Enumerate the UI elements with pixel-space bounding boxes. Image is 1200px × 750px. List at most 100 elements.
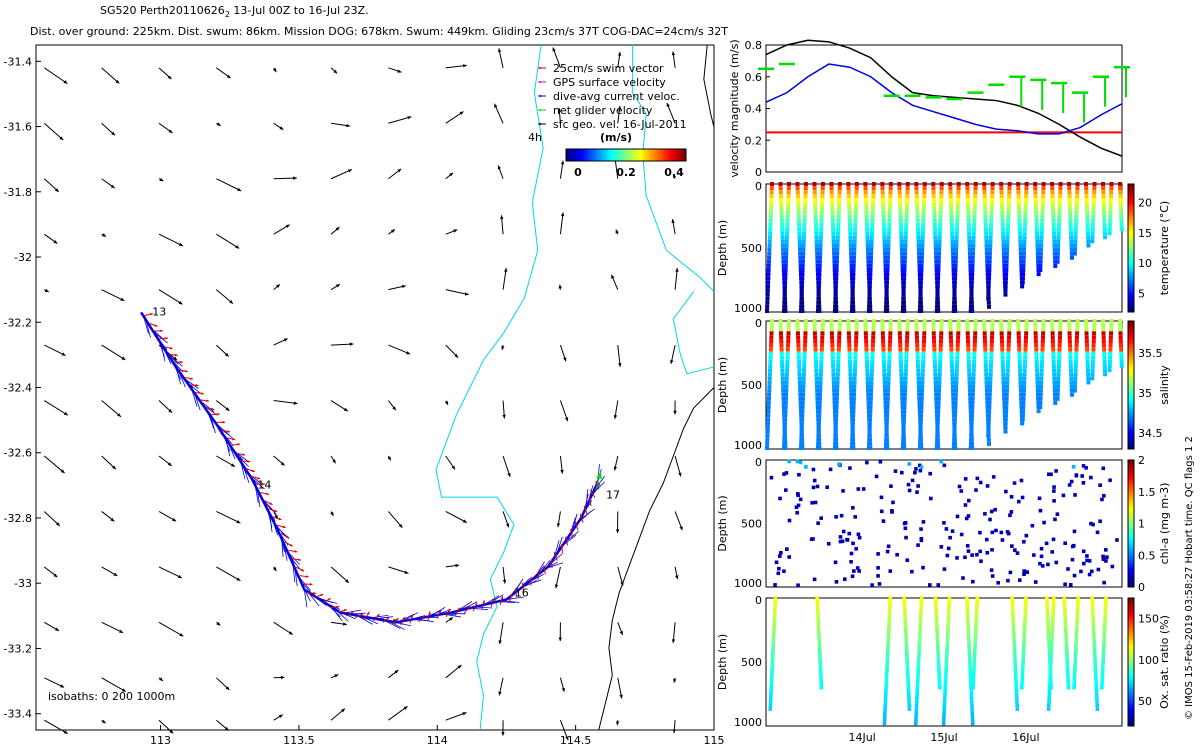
salinity-data-point [846, 319, 851, 323]
oxygen-data-point [1013, 660, 1017, 665]
temperature-data-point [897, 198, 902, 203]
chla-colorbar-cell [1128, 577, 1134, 582]
temperature-data-point [902, 255, 907, 260]
temperature-data-point [1085, 231, 1090, 236]
salinity-data-point [950, 380, 955, 385]
temperature-data-point [1092, 186, 1097, 191]
temperature-data-point [956, 194, 961, 199]
oxygen-data-point [934, 606, 938, 611]
temperature-data-point [1119, 227, 1124, 232]
temperature-data-point [851, 272, 856, 277]
oxygen-data-point [1023, 621, 1027, 625]
oxygen-data-point [1101, 653, 1106, 658]
salinity-data-point [818, 380, 823, 385]
salinity-data-point [1073, 359, 1078, 364]
temperature-data-point [903, 239, 908, 244]
salinity-data-point [934, 441, 939, 446]
chla-data-point [1033, 580, 1038, 584]
oxygen-data-point [1095, 700, 1099, 704]
surface-velocity-arrow-head [288, 631, 293, 635]
surface-velocity-arrow-head [613, 466, 618, 471]
temperature-data-point [882, 239, 887, 244]
salinity-data-point [919, 392, 924, 397]
salinity-data-point [986, 437, 991, 442]
temperature-data-point [1073, 235, 1078, 240]
salinity-data-point [1052, 388, 1057, 393]
salinity-data-point [814, 359, 819, 364]
salinity-data-point [900, 392, 905, 397]
salinity-data-point [984, 384, 989, 389]
temperature-data-point [865, 247, 870, 252]
salinity-data-point [1000, 364, 1005, 369]
temperature-data-point [899, 247, 904, 252]
salinity-data-point [990, 323, 995, 328]
salinity-colorbar-cell [1128, 365, 1134, 370]
surface-velocity-arrow [101, 400, 122, 418]
temperature-data-point [784, 251, 789, 256]
temperature-data-point [799, 304, 804, 309]
oxygen-data-point [915, 685, 920, 690]
temperature-colorbar-tick-label: 10 [1138, 257, 1152, 270]
salinity-data-point [817, 413, 822, 418]
chla-data-point [915, 490, 919, 494]
surface-velocity-arrow-head [398, 523, 403, 528]
salinity-data-point [915, 355, 920, 360]
temperature-colorbar-cell [1128, 228, 1134, 233]
temperature-data-point [1057, 202, 1062, 207]
swim-vector-head [320, 593, 324, 597]
surface-velocity-arrow-head [617, 105, 622, 110]
temperature-data-point [869, 231, 874, 236]
temperature-data-point [1039, 227, 1044, 232]
oxygen-colorbar-cell [1128, 610, 1134, 615]
temperature-data-point [971, 231, 976, 236]
temperature-data-point [852, 235, 857, 240]
chla-data-point [989, 509, 994, 514]
chla-data-point [921, 520, 926, 524]
chla-data-point [1054, 469, 1058, 473]
oxygen-data-point [968, 675, 973, 679]
velocity-y-tick-label: 0.2 [745, 134, 763, 147]
salinity-data-point [833, 441, 838, 446]
surface-velocity-arrow [273, 177, 297, 180]
colorbar-tick-label: 0.2 [616, 166, 636, 179]
salinity-data-point [887, 359, 892, 364]
surface-velocity-arrow-head [464, 292, 469, 296]
chla-data-point [852, 569, 856, 573]
salinity-data-point [867, 425, 872, 430]
salinity-data-point [1069, 372, 1074, 377]
chla-data-point [919, 465, 924, 469]
salinity-data-point [1001, 368, 1006, 373]
salinity-data-point [951, 445, 956, 450]
salinity-data-point [970, 413, 975, 418]
chla-data-point [1089, 521, 1093, 526]
colorbar-cell [610, 149, 613, 161]
salinity-data-point [897, 327, 902, 332]
oxygen-data-point [815, 596, 820, 600]
temperature-data-point [968, 259, 973, 264]
salinity-data-point [939, 323, 944, 328]
oxygen-colorbar-cell [1128, 713, 1134, 717]
salinity-data-point [898, 347, 903, 352]
oxygen-data-point [969, 689, 974, 693]
oxygen-data-point [915, 689, 920, 693]
salinity-data-point [798, 392, 803, 397]
temperature-data-point [779, 214, 784, 219]
temperature-data-point [867, 300, 872, 305]
oxygen-colorbar-cell [1128, 719, 1134, 724]
surface-velocity-arrow-head [346, 123, 351, 128]
salinity-data-point [921, 364, 926, 369]
temperature-colorbar-cell [1128, 302, 1134, 307]
temperature-data-point [948, 194, 953, 199]
oxygen-data-point [1073, 649, 1078, 654]
temperature-data-point [966, 202, 971, 207]
salinity-data-point [988, 380, 993, 385]
salinity-data-point [781, 396, 786, 401]
temperature-data-point [904, 218, 909, 223]
temperature-data-point [1005, 247, 1010, 252]
temperature-data-point [837, 194, 842, 199]
legend-entry-label: 25cm/s swim vector [553, 62, 664, 75]
salinity-data-point [900, 400, 905, 405]
swim-vector-head [560, 544, 564, 547]
temperature-data-point [1109, 194, 1114, 199]
chla-data-point [796, 503, 801, 508]
